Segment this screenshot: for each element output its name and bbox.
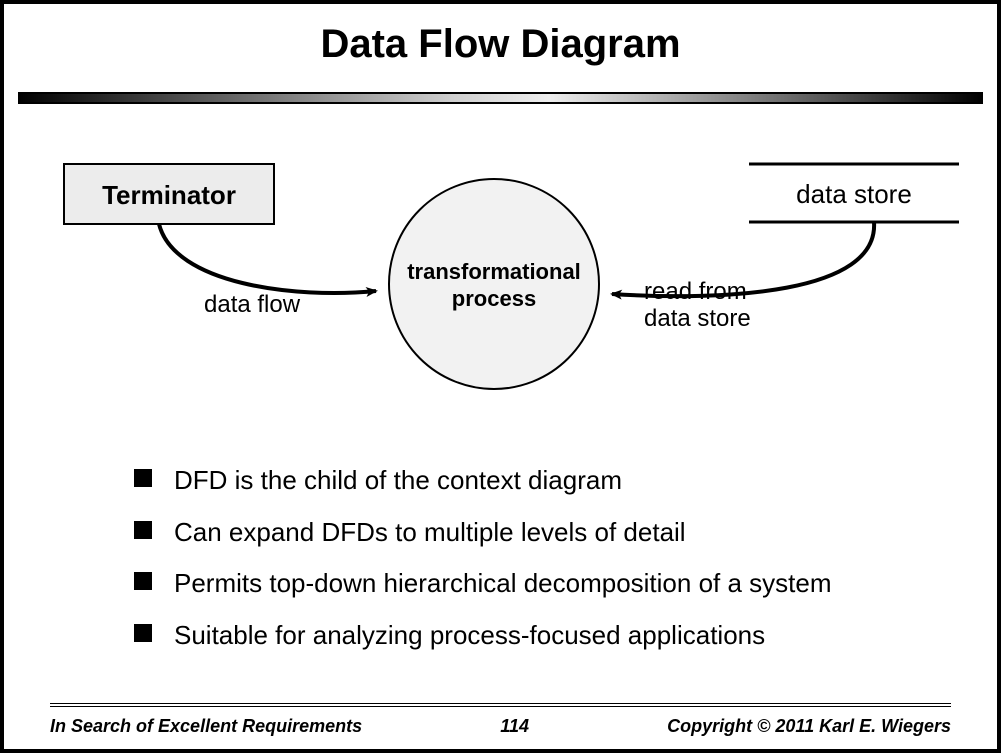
footer-left: In Search of Excellent Requirements <box>50 716 362 737</box>
footer-right: Copyright © 2011 Karl E. Wiegers <box>667 716 951 737</box>
edge-readfrom-label-line2: data store <box>644 305 751 332</box>
bullet-text: Can expand DFDs to multiple levels of de… <box>174 514 686 552</box>
list-item: Permits top-down hierarchical decomposit… <box>134 565 894 603</box>
slide-frame: Data Flow Diagram Terminator transformat… <box>0 0 1001 753</box>
datastore-node: data store <box>749 164 959 222</box>
bullet-text: DFD is the child of the context diagram <box>174 462 622 500</box>
bullet-icon <box>134 572 152 590</box>
terminator-node: Terminator <box>64 164 274 224</box>
footer-page: 114 <box>500 716 529 737</box>
list-item: Suitable for analyzing process-focused a… <box>134 617 894 655</box>
bullet-icon <box>134 624 152 642</box>
process-label-line1: transformational <box>407 259 581 284</box>
bullet-list: DFD is the child of the context diagram … <box>134 462 894 669</box>
process-node: transformational process <box>389 179 599 389</box>
list-item: Can expand DFDs to multiple levels of de… <box>134 514 894 552</box>
footer-divider <box>50 703 951 707</box>
title-area: Data Flow Diagram <box>4 4 997 67</box>
process-circle <box>389 179 599 389</box>
bullet-text: Suitable for analyzing process-focused a… <box>174 617 765 655</box>
footer: In Search of Excellent Requirements 114 … <box>50 716 951 737</box>
edge-dataflow-label: data flow <box>204 291 301 318</box>
title-divider <box>18 92 983 104</box>
bullet-icon <box>134 521 152 539</box>
bullet-icon <box>134 469 152 487</box>
page-title: Data Flow Diagram <box>4 22 997 67</box>
edge-readfrom-label-line1: read from <box>644 278 747 305</box>
list-item: DFD is the child of the context diagram <box>134 462 894 500</box>
datastore-label: data store <box>796 179 912 209</box>
edge-dataflow-path <box>159 224 376 293</box>
dfd-diagram: Terminator transformational process data… <box>4 104 997 434</box>
bullet-text: Permits top-down hierarchical decomposit… <box>174 565 832 603</box>
terminator-label: Terminator <box>102 180 236 210</box>
process-label-line2: process <box>452 286 536 311</box>
